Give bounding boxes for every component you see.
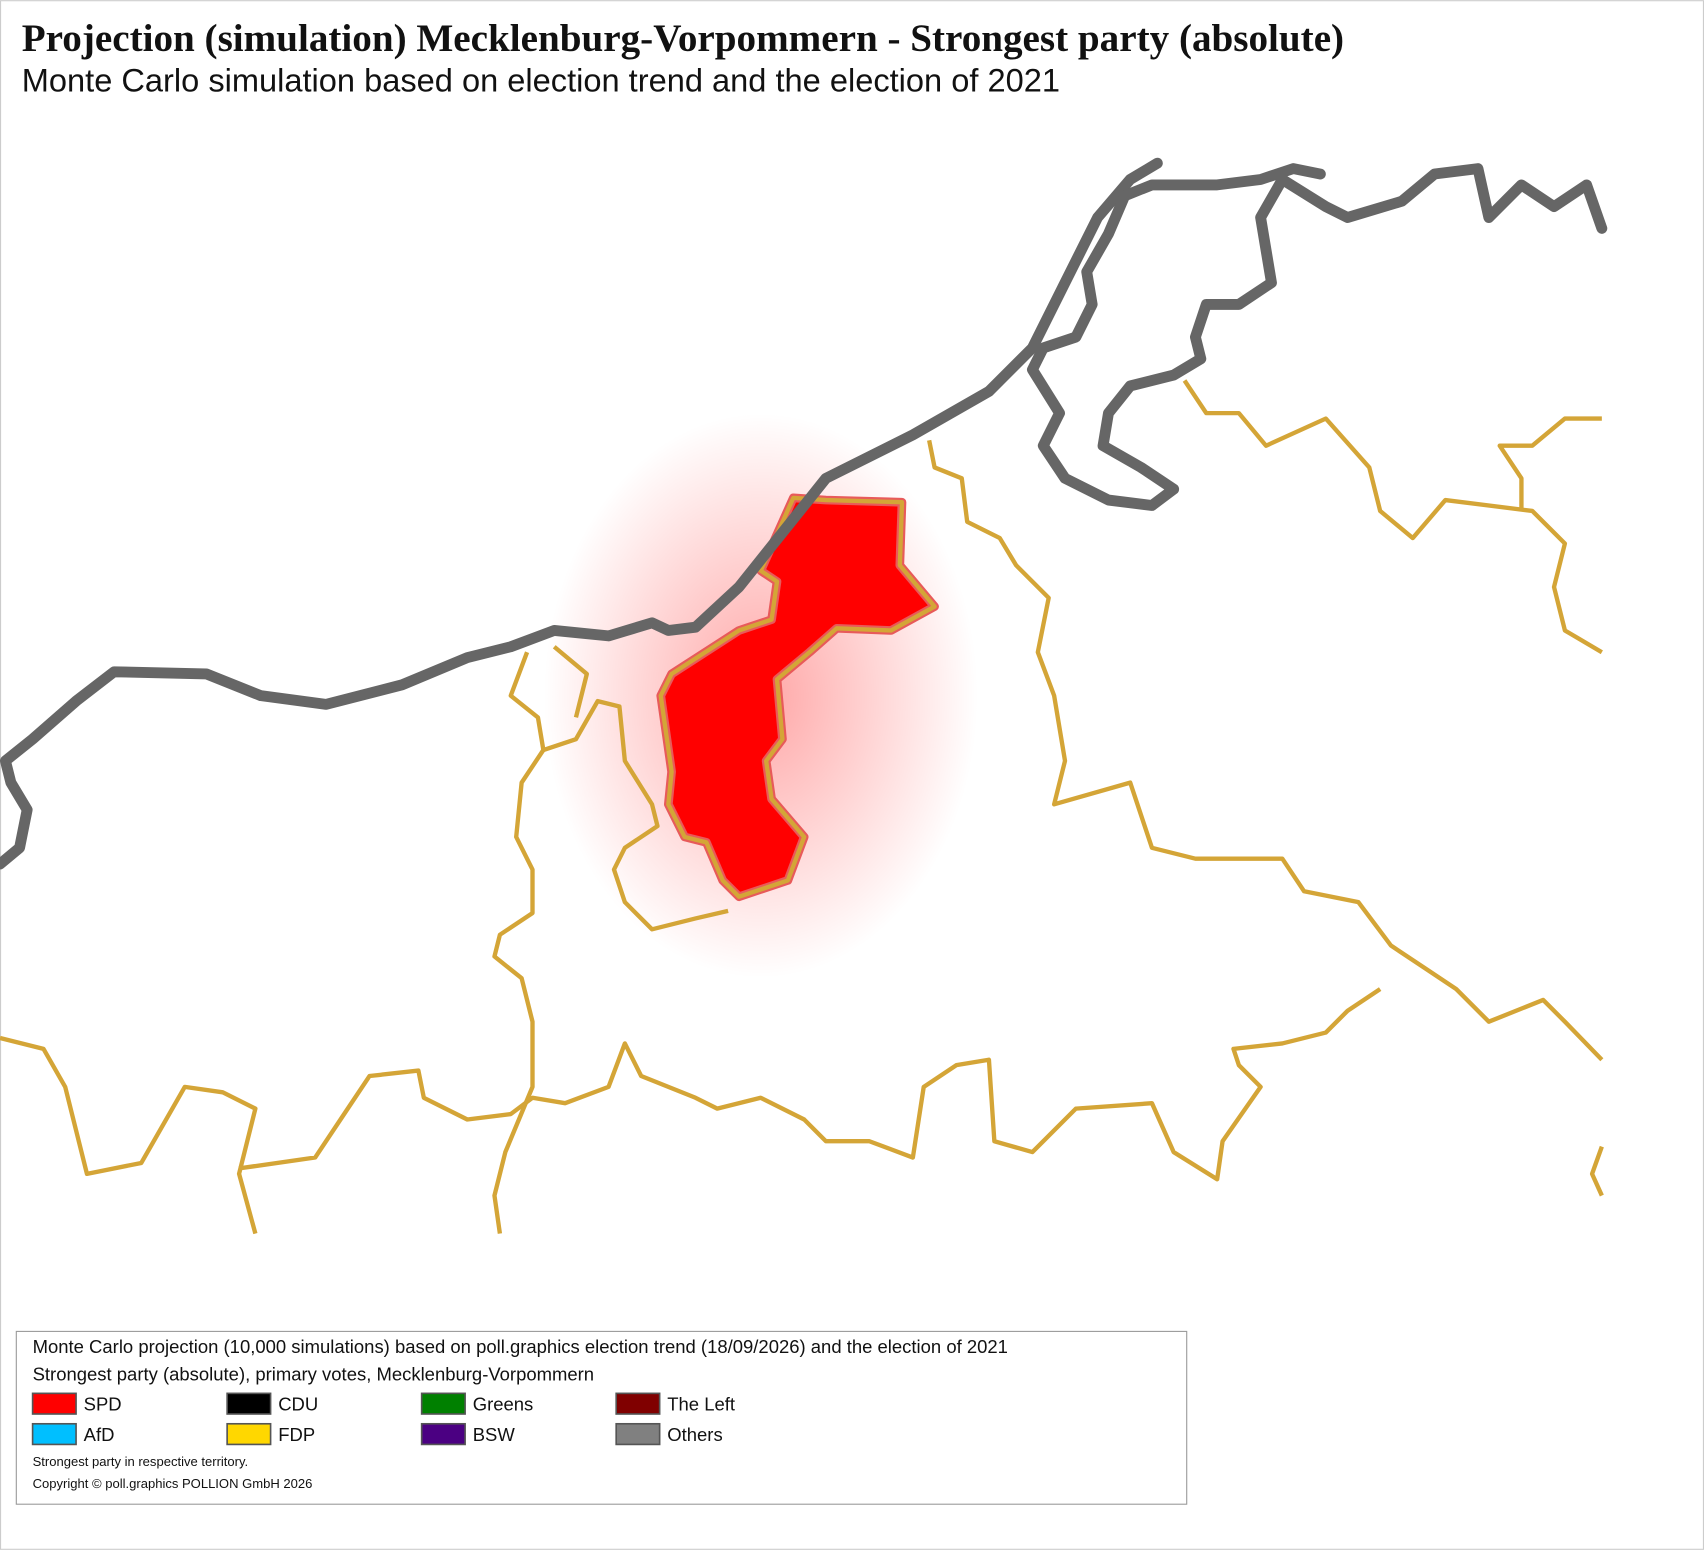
legend-swatch xyxy=(420,1392,466,1415)
legend-label: CDU xyxy=(278,1394,318,1415)
district-border xyxy=(1497,416,1602,511)
legend-swatch xyxy=(226,1392,272,1415)
district-border xyxy=(927,439,1604,1062)
legend-box xyxy=(15,1330,1188,1505)
legend-line: Monte Carlo projection (10,000 simulatio… xyxy=(33,1336,1008,1357)
legend-swatch xyxy=(420,1422,466,1446)
legend-swatch xyxy=(615,1392,661,1415)
legend-note: Strongest party in respective territory. xyxy=(33,1454,249,1469)
legend-swatch xyxy=(31,1392,77,1415)
coastline xyxy=(0,157,1163,870)
legend-swatch xyxy=(226,1422,272,1446)
legend-label: SPD xyxy=(84,1394,122,1415)
district-border xyxy=(1589,1145,1604,1197)
district-border xyxy=(552,645,590,718)
district-border xyxy=(1182,379,1603,655)
coastline xyxy=(1026,163,1608,511)
legend-label: BSW xyxy=(473,1424,516,1445)
spd-district-border xyxy=(658,495,937,899)
legend: Monte Carlo projection (10,000 simulatio… xyxy=(15,1330,1188,1505)
map xyxy=(0,157,1608,1235)
district-border xyxy=(508,651,729,932)
subtitle: Monte Carlo simulation based on election… xyxy=(22,61,1060,98)
legend-label: Others xyxy=(667,1424,722,1445)
legend-swatch xyxy=(31,1422,77,1446)
legend-line: Strongest party (absolute), primary vote… xyxy=(33,1363,594,1384)
title: Projection (simulation) Mecklenburg-Vorp… xyxy=(22,17,1344,60)
legend-label: FDP xyxy=(278,1424,315,1445)
district-border xyxy=(238,987,1382,1182)
district-border xyxy=(492,748,546,1234)
legend-label: AfD xyxy=(84,1424,115,1445)
legend-note: Copyright © poll.graphics POLLION GmbH 2… xyxy=(33,1476,313,1491)
legend-swatch xyxy=(615,1422,661,1446)
district-border xyxy=(0,1035,258,1235)
legend-label: Greens xyxy=(473,1394,534,1415)
legend-label: The Left xyxy=(667,1394,735,1415)
